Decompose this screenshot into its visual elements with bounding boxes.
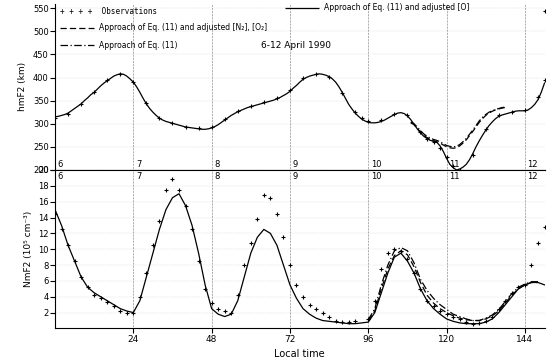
- Text: 8: 8: [214, 172, 219, 181]
- Text: 12: 12: [527, 172, 538, 181]
- Text: 12: 12: [527, 160, 538, 169]
- Text: 11: 11: [449, 172, 460, 181]
- Text: 6: 6: [58, 172, 63, 181]
- Text: 11: 11: [449, 160, 460, 169]
- Text: 6-12 April 1990: 6-12 April 1990: [261, 41, 331, 50]
- Text: Approach of Eq. (11) and adjusted [N₂], [O₂]: Approach of Eq. (11) and adjusted [N₂], …: [99, 23, 267, 32]
- Text: 9: 9: [293, 172, 298, 181]
- Text: 10: 10: [371, 160, 381, 169]
- Text: 10: 10: [371, 172, 381, 181]
- Text: 6: 6: [58, 160, 63, 169]
- Text: 8: 8: [214, 160, 219, 169]
- Text: 7: 7: [136, 172, 141, 181]
- Text: 9: 9: [293, 160, 298, 169]
- Y-axis label: NmF2 (10⁵ cm⁻³): NmF2 (10⁵ cm⁻³): [24, 211, 32, 287]
- Text: Approach of Eq. (11): Approach of Eq. (11): [99, 41, 178, 50]
- X-axis label: Local time: Local time: [274, 349, 325, 357]
- Text: 7: 7: [136, 160, 141, 169]
- Y-axis label: hmF2 (km): hmF2 (km): [18, 62, 28, 111]
- Text: Approach of Eq. (11) and adjusted [O]: Approach of Eq. (11) and adjusted [O]: [324, 3, 470, 12]
- Text: + + + +  Observations: + + + + Observations: [60, 7, 157, 16]
